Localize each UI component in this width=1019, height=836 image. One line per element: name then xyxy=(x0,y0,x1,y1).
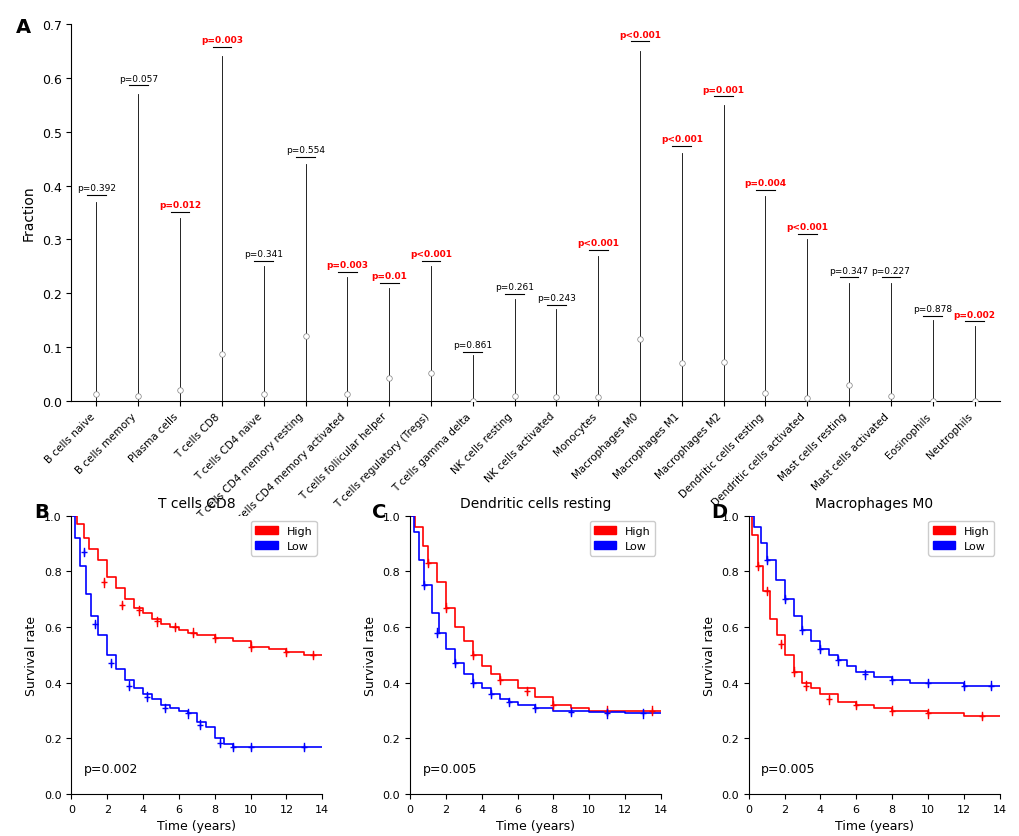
Text: p=0.003: p=0.003 xyxy=(326,261,368,270)
Text: p=0.057: p=0.057 xyxy=(118,74,158,84)
Text: p<0.001: p<0.001 xyxy=(786,222,827,232)
Text: p<0.001: p<0.001 xyxy=(660,135,702,144)
Text: p=0.001: p=0.001 xyxy=(702,85,744,94)
X-axis label: Time (years): Time (years) xyxy=(157,819,236,833)
Text: p=0.003: p=0.003 xyxy=(201,36,243,45)
Legend: High, Low: High, Low xyxy=(927,522,994,556)
Text: p=0.341: p=0.341 xyxy=(244,250,283,259)
X-axis label: Time (years): Time (years) xyxy=(495,819,575,833)
Text: p=0.005: p=0.005 xyxy=(760,762,815,775)
Text: p=0.878: p=0.878 xyxy=(912,305,952,314)
Text: p<0.001: p<0.001 xyxy=(619,31,660,39)
Text: p=0.227: p=0.227 xyxy=(870,267,909,275)
Text: A: A xyxy=(15,18,31,37)
Text: p=0.861: p=0.861 xyxy=(452,340,492,349)
Y-axis label: Survival rate: Survival rate xyxy=(702,615,715,695)
Text: p=0.261: p=0.261 xyxy=(494,283,534,292)
Text: p=0.01: p=0.01 xyxy=(371,272,407,281)
Text: p=0.554: p=0.554 xyxy=(285,145,325,155)
Text: C: C xyxy=(372,502,386,521)
Y-axis label: Survival rate: Survival rate xyxy=(364,615,377,695)
Y-axis label: Survival rate: Survival rate xyxy=(25,615,39,695)
Text: D: D xyxy=(710,502,727,521)
Text: p=0.392: p=0.392 xyxy=(76,184,116,193)
Legend: High, Low: High, Low xyxy=(589,522,655,556)
Text: p<0.001: p<0.001 xyxy=(410,250,451,259)
Title: Dendritic cells resting: Dendritic cells resting xyxy=(460,497,610,511)
Text: p<0.001: p<0.001 xyxy=(577,239,619,248)
X-axis label: Time (years): Time (years) xyxy=(834,819,913,833)
Title: T cells CD8: T cells CD8 xyxy=(158,497,235,511)
Title: Macrophages M0: Macrophages M0 xyxy=(814,497,932,511)
Text: p=0.243: p=0.243 xyxy=(536,294,576,303)
Text: p=0.002: p=0.002 xyxy=(84,762,139,775)
Text: p=0.012: p=0.012 xyxy=(159,201,201,210)
Text: p=0.002: p=0.002 xyxy=(953,310,995,319)
Text: B: B xyxy=(34,502,49,521)
Text: p=0.347: p=0.347 xyxy=(828,267,868,275)
Y-axis label: Fraction: Fraction xyxy=(22,186,36,241)
Legend: High, Low: High, Low xyxy=(251,522,316,556)
Text: p=0.004: p=0.004 xyxy=(744,179,786,187)
Text: p=0.005: p=0.005 xyxy=(422,762,477,775)
